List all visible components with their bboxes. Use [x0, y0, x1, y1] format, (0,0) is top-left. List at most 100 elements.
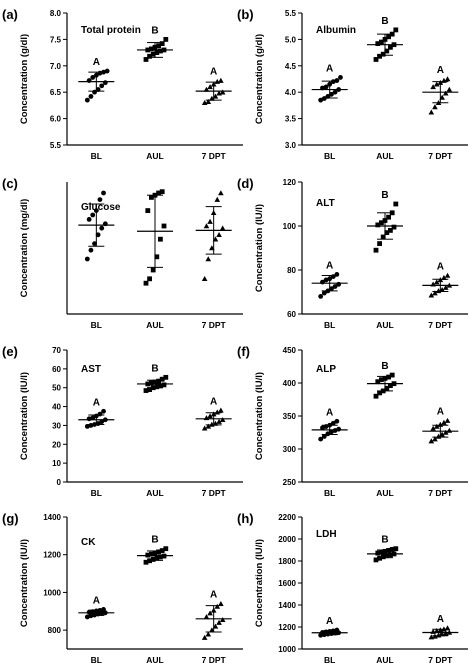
data-point: [446, 427, 453, 433]
group-bl: A: [311, 260, 348, 299]
data-point: [428, 292, 435, 298]
y-tick-label: 6.0: [50, 115, 62, 124]
data-point: [163, 37, 169, 42]
data-point: [207, 84, 213, 90]
data-point: [441, 274, 447, 280]
data-point: [329, 91, 334, 97]
y-tick-label: 350: [283, 412, 297, 421]
data-point: [147, 53, 152, 59]
data-point: [325, 431, 331, 437]
y-tick-label: 30: [52, 421, 61, 430]
group-7-dpt: A: [422, 614, 459, 640]
group-7-dpt: [195, 190, 232, 282]
y-tick-label: 70: [52, 346, 61, 355]
data-point: [86, 217, 92, 222]
panel-f: (f) ALP 250 300 350 400 450 Concentration (IU/l…: [237, 344, 468, 498]
data-point: [159, 376, 165, 382]
group-aul: B: [367, 16, 403, 62]
data-point: [216, 232, 222, 238]
y-tick-label: 20: [52, 440, 61, 449]
x-tick-label: 7 DPT: [202, 655, 227, 663]
significance-letter: A: [326, 407, 333, 418]
data-point: [375, 41, 381, 47]
y-tick-label: 1800: [278, 557, 296, 566]
y-tick-label: 1600: [278, 579, 296, 588]
data-point: [334, 418, 340, 424]
data-point: [205, 631, 212, 637]
y-tick-label: 60: [52, 365, 61, 374]
data-point: [99, 419, 105, 425]
significance-letter: A: [326, 260, 333, 271]
data-point: [90, 415, 96, 421]
data-point: [158, 48, 163, 54]
panel-h: (h) LDH 1000 1200 1400 1600 1800 2000 2200 Concen…: [237, 511, 468, 663]
data-point: [147, 276, 152, 282]
y-tick-label: 800: [48, 626, 62, 635]
data-point: [433, 279, 440, 285]
data-point: [203, 223, 210, 229]
data-point: [442, 429, 449, 435]
x-tick-label: BL: [324, 151, 335, 161]
significance-letter: A: [93, 397, 100, 408]
y-tick-label: 1400: [43, 513, 61, 522]
data-point: [84, 423, 90, 429]
x-tick-label: AUL: [376, 151, 393, 161]
data-point: [156, 43, 161, 49]
data-point: [101, 607, 106, 612]
y-tick-label: 1000: [278, 645, 296, 654]
data-point: [90, 212, 96, 218]
group-aul: B: [137, 363, 173, 393]
y-tick-label: 2200: [278, 513, 296, 522]
data-point: [332, 89, 338, 95]
data-point: [377, 390, 382, 396]
data-point: [145, 208, 151, 213]
data-point: [386, 374, 391, 380]
y-tick-label: 4.0: [285, 88, 297, 97]
data-point: [207, 413, 213, 419]
significance-letter: B: [151, 363, 158, 374]
x-tick-label: BL: [324, 488, 335, 498]
y-tick-label: 250: [283, 478, 297, 487]
data-point: [380, 234, 386, 240]
panel-letter: (f): [237, 344, 250, 359]
y-tick-label: 8.0: [50, 9, 62, 18]
data-point: [373, 247, 379, 253]
data-point: [318, 97, 324, 103]
data-point: [158, 554, 163, 560]
data-point: [150, 51, 156, 57]
panel-letter: (b): [237, 7, 254, 22]
x-tick-label: AUL: [376, 488, 393, 498]
data-point: [433, 81, 440, 87]
data-point: [161, 382, 167, 388]
panel-a: (a) Total protein 5.5 6.0 6.5 7.0 7.5 8.0 Concen…: [2, 7, 243, 161]
y-tick-label: 100: [283, 222, 297, 231]
data-point: [150, 267, 156, 273]
y-tick-label: 120: [283, 178, 297, 187]
data-point: [432, 290, 438, 296]
data-point: [388, 44, 393, 50]
data-point: [375, 222, 381, 228]
data-point: [149, 551, 154, 557]
data-point: [380, 554, 386, 560]
data-point: [201, 425, 208, 431]
significance-letter: B: [381, 361, 388, 372]
y-tick-label: 6.5: [50, 88, 62, 97]
panel-title: Glucose: [81, 202, 121, 213]
data-point: [388, 228, 393, 233]
group-aul: B: [137, 535, 173, 565]
x-tick-label: 7 DPT: [202, 151, 227, 161]
data-point: [330, 420, 336, 426]
group-7-dpt: A: [195, 590, 232, 640]
data-point: [386, 214, 391, 220]
significance-letter: B: [381, 535, 388, 546]
data-point: [428, 438, 435, 444]
y-axis-label: Concentration (g/dl): [19, 34, 30, 124]
significance-letter: B: [151, 25, 158, 36]
data-point: [159, 41, 165, 47]
group-7-dpt: A: [422, 407, 459, 444]
data-point: [318, 294, 324, 299]
data-point: [334, 78, 340, 83]
x-tick-label: 7 DPT: [202, 320, 227, 330]
data-point: [88, 247, 94, 253]
data-point: [143, 57, 149, 62]
